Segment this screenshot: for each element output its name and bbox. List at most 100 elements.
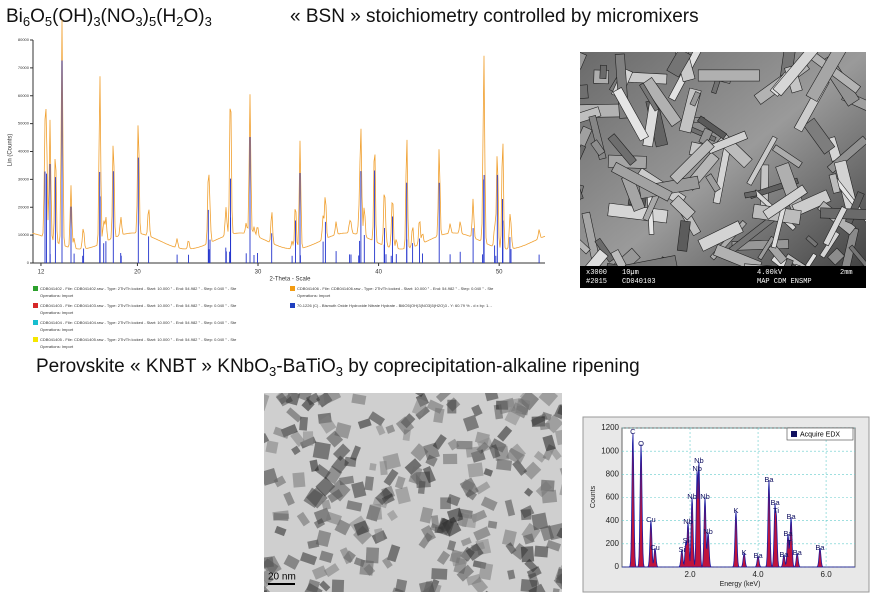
peak-label: Ti <box>773 506 779 515</box>
peak-label: Ba <box>770 498 780 507</box>
peak-label: Nb <box>703 527 713 536</box>
particle <box>549 447 562 461</box>
text-part: (NO <box>100 6 136 27</box>
particle <box>350 445 361 461</box>
crystal <box>624 255 678 266</box>
particle <box>447 438 460 451</box>
legend-note: Operations: Import <box>40 310 74 315</box>
particle <box>299 552 318 566</box>
y-axis-label: Lin (Counts) <box>8 134 14 167</box>
y-tick-label: 200 <box>606 539 620 548</box>
particle <box>306 579 320 592</box>
legend-text: Acquire EDX <box>800 431 840 438</box>
x-tick-label: 20 <box>134 270 141 276</box>
section-title: Perovskite « KNBT » KNbO3-BaTiO3 by copr… <box>36 356 640 379</box>
particle <box>357 418 372 430</box>
particle <box>557 404 562 418</box>
crystal <box>610 249 628 266</box>
crystal <box>819 207 866 221</box>
particle <box>264 433 270 446</box>
sem-caption: CD040103 <box>622 278 656 286</box>
particle <box>283 491 295 506</box>
particle <box>553 570 562 590</box>
crystal <box>856 264 866 266</box>
particle <box>542 434 556 452</box>
particle <box>556 527 562 543</box>
particle <box>408 466 423 485</box>
y-tick-label: 0 <box>615 562 620 571</box>
legend-swatch <box>290 286 295 291</box>
particle <box>456 564 475 582</box>
particle <box>520 505 535 519</box>
particle <box>446 507 464 524</box>
particle <box>369 503 383 521</box>
y-tick-label: 70000 <box>18 65 30 70</box>
particle <box>286 407 303 423</box>
particle <box>483 468 494 477</box>
particle <box>568 530 579 537</box>
particle <box>409 393 426 398</box>
text-part: ) <box>142 6 149 27</box>
particle <box>496 458 513 471</box>
particle <box>321 499 332 511</box>
crystal <box>771 258 794 266</box>
crystal <box>676 220 691 252</box>
particle <box>325 511 342 526</box>
peak-label: Cu <box>650 543 660 552</box>
particle <box>291 445 301 456</box>
peak-label: Nb <box>687 492 697 501</box>
particle <box>316 394 325 406</box>
particle <box>473 526 491 542</box>
diffraction-pattern <box>32 19 546 250</box>
legend-text: CDB041406 - File: CDB041406.raw - Type: … <box>297 286 494 291</box>
particle <box>351 481 367 499</box>
legend-note: Operations: Import <box>297 293 331 298</box>
y-tick-label: 400 <box>606 516 620 525</box>
peak-label: K <box>733 506 738 515</box>
particle <box>488 444 501 459</box>
text-part: Perovskite « KNBT » KNbO <box>36 356 270 377</box>
particle <box>554 428 562 446</box>
x-tick-label: 40 <box>375 270 382 276</box>
crystal <box>805 52 849 103</box>
y-tick-label: 20000 <box>18 204 30 209</box>
peak-label: Nb <box>683 517 693 526</box>
particle <box>467 462 484 478</box>
subscript: 3 <box>204 14 212 29</box>
crystal <box>580 125 593 162</box>
crystal <box>607 133 637 166</box>
peak-label: Ba <box>815 543 825 552</box>
legend-text: CDB041405 - File: CDB041405.raw - Type: … <box>40 337 237 342</box>
crystal <box>762 184 808 220</box>
sem-caption: MAP CDM ENSMP <box>757 278 812 286</box>
particle <box>368 411 386 427</box>
crystal <box>805 235 819 248</box>
legend-text: 70-1226 (C) - Bismuth Oxide Hydroxide Ni… <box>297 303 493 308</box>
particle <box>274 525 287 537</box>
legend-text: CDB041402 - File: CDB041402.raw - Type: … <box>40 286 237 291</box>
subscript: 2 <box>176 14 184 29</box>
y-tick-label: 60000 <box>18 93 30 98</box>
y-tick-label: 10000 <box>18 232 30 237</box>
peak-label: Nb <box>692 464 702 473</box>
particle <box>302 431 314 446</box>
particle <box>471 404 483 417</box>
particle <box>440 497 451 510</box>
particle <box>520 546 535 563</box>
particle <box>292 472 306 488</box>
crystal <box>580 144 587 186</box>
text-part: by coprecipitation-alkaline ripening <box>342 356 640 377</box>
particle <box>395 578 408 592</box>
text-part: -BaTiO <box>276 356 336 377</box>
x-axis-label: Energy (keV) <box>720 581 761 588</box>
crystal <box>580 75 581 121</box>
text-part: O) <box>183 6 205 27</box>
peak-label: C <box>630 427 636 436</box>
particle <box>299 416 308 431</box>
particle <box>315 476 336 497</box>
sem-caption: #2015 <box>586 278 607 286</box>
particle <box>272 510 290 521</box>
crystal <box>827 247 846 266</box>
particle <box>538 393 559 407</box>
